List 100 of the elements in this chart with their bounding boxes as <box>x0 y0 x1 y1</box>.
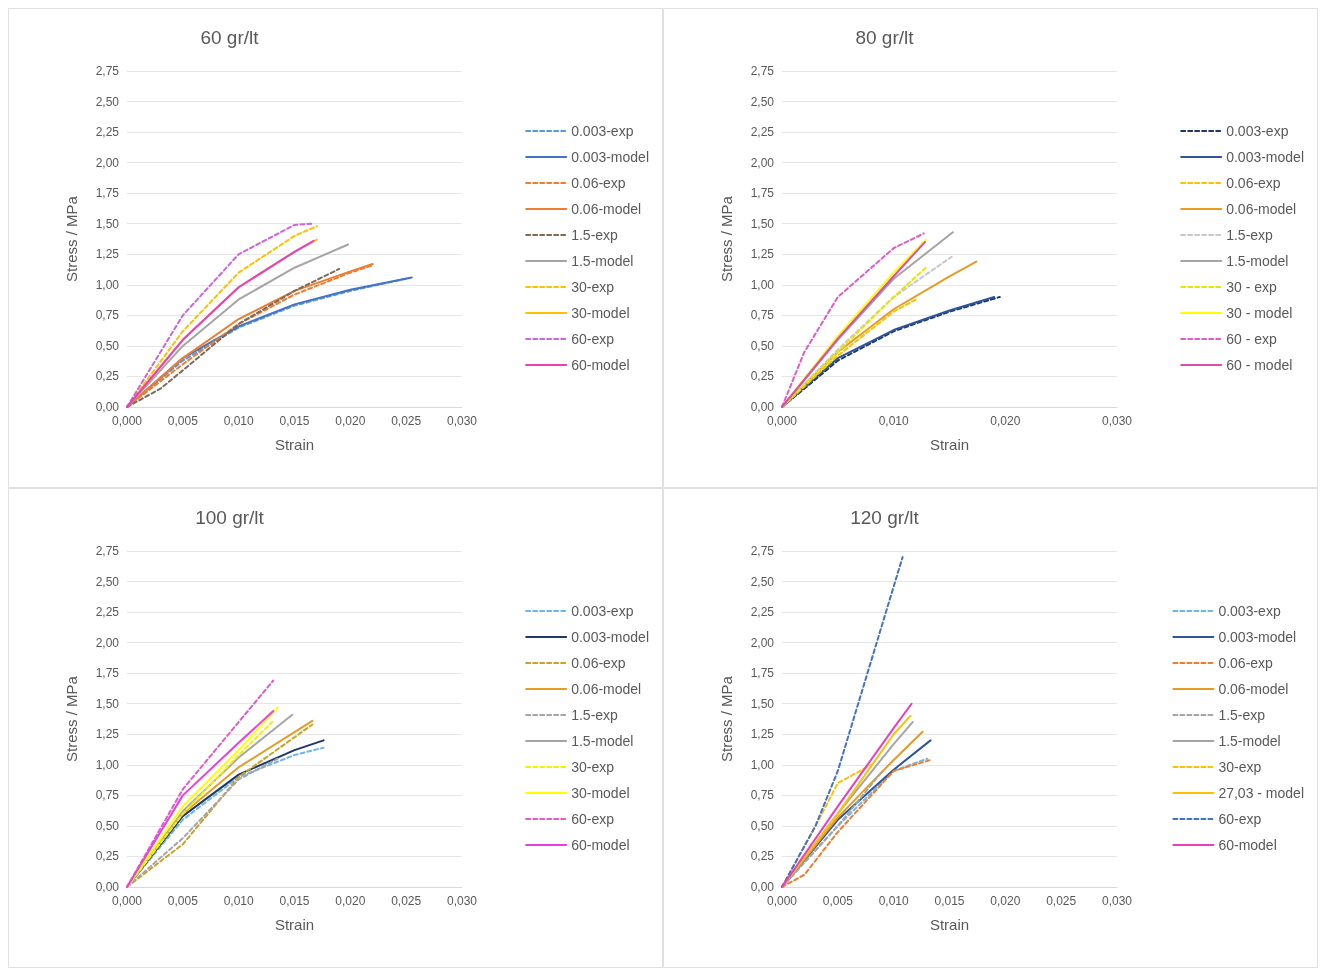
chart-title: 80 gr/lt <box>855 27 915 48</box>
legend-label: 0.003-exp <box>571 123 634 139</box>
legend-label: 30 - model <box>1226 305 1293 321</box>
x-tick-label: 0,030 <box>446 414 478 428</box>
legend-label: 30-exp <box>571 759 615 775</box>
legend-label: 60-exp <box>571 811 615 827</box>
legend-label: 1.5-model <box>571 253 634 269</box>
legend-label: 0.003-model <box>571 629 649 645</box>
x-tick-label: 0,020 <box>335 894 366 908</box>
y-tick-label: 0,50 <box>95 338 120 353</box>
legend-label: 27,03 - model <box>1218 785 1304 801</box>
x-tick-label: 0,005 <box>167 894 199 908</box>
y-tick-label: 1,50 <box>750 216 775 231</box>
legend-label: 1.5-model <box>1218 733 1281 749</box>
legend-label: 0.003-model <box>1226 149 1304 165</box>
x-tick-label: 0,025 <box>391 414 422 428</box>
x-tick-label: 0,030 <box>446 894 478 908</box>
y-tick-label: 1,75 <box>95 666 120 681</box>
y-tick-label: 0,25 <box>750 849 775 864</box>
legend-label: 0.06-exp <box>571 655 626 671</box>
legend-label: 30-model <box>571 305 630 321</box>
y-axis-title: Stress / MPa <box>718 195 735 282</box>
y-tick-label: 0,50 <box>750 818 775 833</box>
legend-label: 1.5-exp <box>571 707 619 723</box>
legend-label: 1.5-model <box>1226 253 1289 269</box>
legend-label: 1.5-model <box>571 733 634 749</box>
legend-label: 0.06-model <box>1218 681 1289 697</box>
y-tick-label: 2,75 <box>750 544 775 558</box>
y-tick-label: 0,25 <box>95 849 120 864</box>
x-axis-title: Strain <box>274 436 315 453</box>
y-tick-label: 1,00 <box>95 757 120 772</box>
legend-label: 0.06-model <box>571 201 642 217</box>
legend-label: 30-exp <box>571 279 615 295</box>
legend-label: 0.06-exp <box>1218 655 1274 671</box>
y-tick-label: 2,75 <box>95 544 120 558</box>
y-tick-label: 2,50 <box>95 574 120 589</box>
legend-label: 60 - model <box>1226 357 1293 373</box>
y-tick-label: 1,50 <box>95 216 120 231</box>
y-axis-title: Stress / MPa <box>718 675 735 762</box>
x-tick-label: 0,000 <box>766 894 798 908</box>
y-tick-label: 1,00 <box>750 277 775 292</box>
legend-label: 0.06-exp <box>1226 175 1281 191</box>
legend-label: 0.003-exp <box>1218 603 1281 619</box>
y-tick-label: 1,25 <box>95 727 120 742</box>
y-tick-label: 2,75 <box>95 64 120 78</box>
x-tick-label: 0,000 <box>111 414 143 428</box>
y-tick-label: 1,00 <box>95 277 120 292</box>
y-tick-label: 2,25 <box>95 125 120 140</box>
x-tick-label: 0,030 <box>1101 414 1133 428</box>
y-tick-label: 2,00 <box>750 155 775 170</box>
x-tick-label: 0,005 <box>167 414 199 428</box>
x-tick-label: 0,010 <box>223 414 255 428</box>
legend-label: 0.003-model <box>571 149 649 165</box>
x-axis-title: Strain <box>929 916 970 933</box>
y-tick-label: 0,00 <box>750 400 775 414</box>
y-tick-label: 1,75 <box>750 186 775 201</box>
legend-label: 0.06-model <box>1226 201 1297 217</box>
x-tick-label: 0,020 <box>990 894 1021 908</box>
legend-label: 0.06-exp <box>571 175 626 191</box>
legend-label: 1.5-exp <box>1226 227 1274 243</box>
y-tick-label: 2,25 <box>750 125 775 140</box>
legend-label: 30 - exp <box>1226 279 1277 295</box>
legend-label: 1.5-exp <box>1218 707 1266 723</box>
x-tick-label: 0,010 <box>878 414 910 428</box>
y-tick-label: 2,25 <box>750 605 775 620</box>
x-axis-title: Strain <box>929 436 970 453</box>
x-tick-label: 0,020 <box>335 414 366 428</box>
chart-title: 60 gr/lt <box>200 27 260 48</box>
legend-label: 30-exp <box>1218 759 1262 775</box>
y-tick-label: 2,50 <box>95 94 120 109</box>
y-tick-label: 0,75 <box>95 788 120 803</box>
y-axis-title: Stress / MPa <box>63 675 80 762</box>
y-tick-label: 1,25 <box>750 247 775 262</box>
y-tick-label: 0,00 <box>95 400 120 414</box>
y-axis-title: Stress / MPa <box>63 195 80 282</box>
y-tick-label: 1,00 <box>750 757 775 772</box>
legend-label: 60-model <box>1218 837 1277 853</box>
y-tick-label: 0,00 <box>750 880 775 894</box>
y-tick-label: 2,00 <box>95 635 120 650</box>
x-tick-label: 0,030 <box>1101 894 1133 908</box>
legend-label: 30-model <box>571 785 630 801</box>
x-tick-label: 0,020 <box>990 414 1021 428</box>
y-tick-label: 0,75 <box>750 308 775 323</box>
y-tick-label: 0,00 <box>95 880 120 894</box>
x-tick-label: 0,010 <box>878 894 910 908</box>
x-tick-label: 0,025 <box>1046 894 1077 908</box>
legend-label: 60-exp <box>571 331 615 347</box>
y-tick-label: 2,50 <box>750 574 775 589</box>
legend-label: 60-model <box>571 837 630 853</box>
x-tick-label: 0,005 <box>822 894 854 908</box>
legend-label: 0.003-model <box>1218 629 1297 645</box>
y-tick-label: 0,75 <box>750 788 775 803</box>
legend-label: 60 - exp <box>1226 331 1277 347</box>
y-tick-label: 2,00 <box>750 635 775 650</box>
x-axis-title: Strain <box>274 916 315 933</box>
y-tick-label: 1,50 <box>750 696 775 711</box>
y-tick-label: 2,00 <box>95 155 120 170</box>
y-tick-label: 1,50 <box>95 696 120 711</box>
legend-label: 0.003-exp <box>1226 123 1289 139</box>
y-tick-label: 2,25 <box>95 605 120 620</box>
